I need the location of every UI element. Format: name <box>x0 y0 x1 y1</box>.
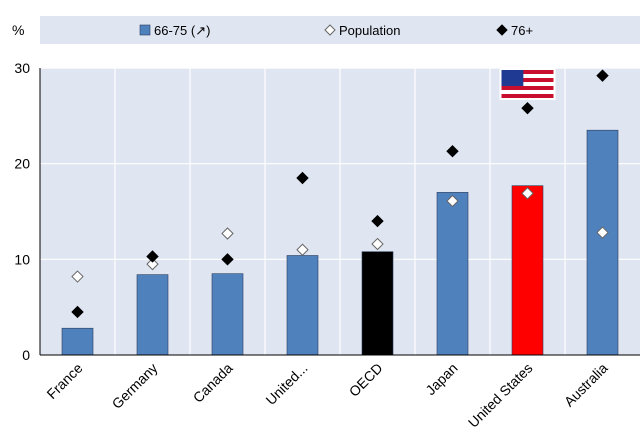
marker-76plus <box>296 171 309 185</box>
unit-label: % <box>12 22 24 38</box>
y-tick-label: 10 <box>14 251 30 267</box>
flag-stripe <box>501 82 554 86</box>
marker-76plus <box>221 253 234 266</box>
x-axis-labels: France Germany Canada United... OECD Japan Uni… <box>43 360 610 431</box>
bar-united-states <box>511 185 544 356</box>
x-tick-label: OECD <box>346 360 386 400</box>
x-tick-label: United... <box>262 360 310 408</box>
y-axis: 0 10 20 30 <box>14 60 30 363</box>
flag-stripe <box>501 86 554 90</box>
marker-76plus <box>596 69 609 82</box>
marker-population <box>371 237 384 251</box>
marker-population <box>596 226 609 239</box>
bar-france <box>61 327 94 356</box>
x-tick-label: Japan <box>422 360 460 398</box>
marker-population <box>71 270 84 283</box>
y-tick-label: 30 <box>14 60 30 76</box>
marker-population <box>221 227 234 240</box>
x-tick-label: United States <box>465 360 536 431</box>
x-axis <box>39 68 640 356</box>
x-tick-label: Canada <box>190 360 236 406</box>
legend-swatch-hollow <box>324 24 336 36</box>
flag-stripe <box>501 94 554 98</box>
legend-swatch-bar <box>139 24 151 36</box>
marker-population <box>296 243 309 256</box>
marker-population <box>446 194 459 208</box>
marker-76plus <box>71 305 84 319</box>
x-tick-label: Germany <box>109 360 161 412</box>
grid <box>40 67 640 355</box>
flag-canton <box>501 70 524 86</box>
marker-76plus <box>521 101 534 115</box>
bar-australia <box>586 129 619 356</box>
legend: 66-75 (↗) Population 76+ <box>139 23 533 38</box>
x-tick-label: Australia <box>561 360 611 410</box>
legend-label: 76+ <box>511 23 533 38</box>
flag-stripe <box>501 74 554 78</box>
legend-label: Population <box>339 23 400 38</box>
bars <box>61 129 619 356</box>
markers <box>71 69 609 319</box>
bar-united- <box>286 255 319 356</box>
bar-japan <box>436 192 469 356</box>
marker-population <box>521 187 534 200</box>
bar-oecd <box>361 251 394 356</box>
bar-canada <box>211 273 244 356</box>
y-tick-label: 0 <box>22 347 30 363</box>
y-tick-label: 20 <box>14 156 30 172</box>
legend-swatch-filled <box>496 24 508 36</box>
us-flag-icon <box>499 68 556 100</box>
bar-germany <box>136 274 169 356</box>
x-tick-label: France <box>43 360 85 402</box>
legend-label: 66-75 (↗) <box>154 23 210 38</box>
marker-76plus <box>446 145 459 158</box>
flag-stripe <box>501 90 554 94</box>
flag-stripe <box>501 70 554 74</box>
marker-population <box>146 257 159 271</box>
marker-76plus <box>146 250 159 263</box>
flag-stripe <box>501 78 554 82</box>
marker-76plus <box>371 214 384 228</box>
